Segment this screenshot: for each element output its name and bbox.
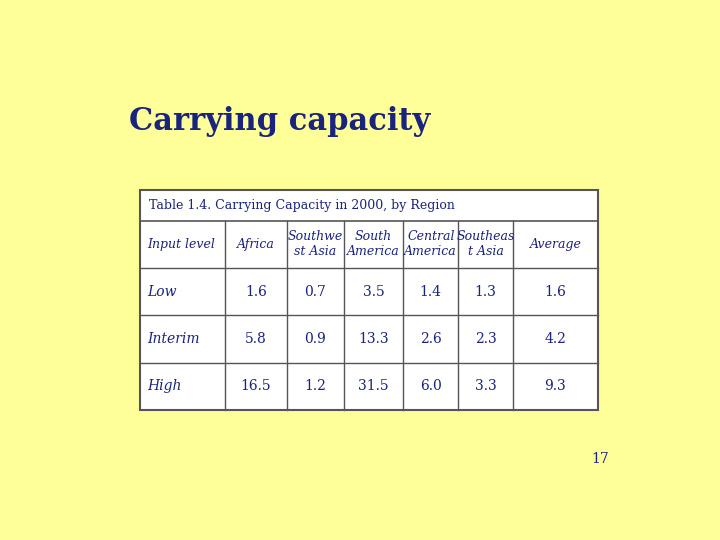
Text: Southwe
st Asia: Southwe st Asia [287, 231, 343, 258]
Text: Low: Low [147, 285, 176, 299]
Text: Central
America: Central America [405, 231, 457, 258]
Text: 9.3: 9.3 [544, 379, 567, 393]
Text: 0.7: 0.7 [305, 285, 326, 299]
Text: 5.8: 5.8 [245, 332, 266, 346]
Text: South
America: South America [347, 231, 400, 258]
Text: 16.5: 16.5 [240, 379, 271, 393]
Text: 0.9: 0.9 [305, 332, 326, 346]
Text: Southeas
t Asia: Southeas t Asia [456, 231, 515, 258]
Text: 3.5: 3.5 [363, 285, 384, 299]
Text: 1.6: 1.6 [245, 285, 266, 299]
Text: 1.6: 1.6 [544, 285, 567, 299]
Text: 6.0: 6.0 [420, 379, 441, 393]
Text: Average: Average [529, 238, 581, 251]
Text: 2.3: 2.3 [474, 332, 497, 346]
Text: Interim: Interim [147, 332, 199, 346]
Text: 13.3: 13.3 [359, 332, 389, 346]
Text: 31.5: 31.5 [359, 379, 389, 393]
Text: 3.3: 3.3 [474, 379, 497, 393]
Text: 1.4: 1.4 [420, 285, 442, 299]
Text: Input level: Input level [147, 238, 215, 251]
Text: High: High [147, 379, 181, 393]
Text: 1.2: 1.2 [305, 379, 326, 393]
Text: Africa: Africa [237, 238, 275, 251]
Text: Carrying capacity: Carrying capacity [129, 106, 431, 137]
Text: 2.6: 2.6 [420, 332, 441, 346]
Text: 17: 17 [591, 452, 609, 466]
Text: Table 1.4. Carrying Capacity in 2000, by Region: Table 1.4. Carrying Capacity in 2000, by… [148, 199, 454, 212]
Text: 4.2: 4.2 [544, 332, 567, 346]
Text: 1.3: 1.3 [474, 285, 497, 299]
